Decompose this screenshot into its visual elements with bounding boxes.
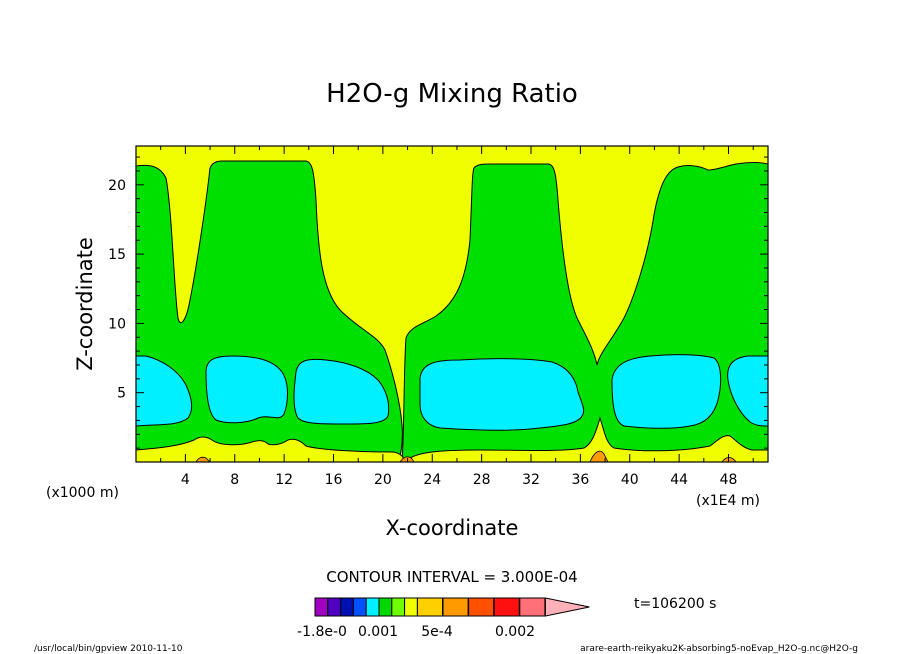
cyan-region-5 (611, 354, 722, 429)
x-tick-label: 36 (571, 472, 589, 488)
x-tick-label: 8 (230, 472, 239, 488)
plot-area (135, 145, 769, 463)
y-tick-label: 10 (108, 316, 126, 332)
x-tick-label: 4 (181, 472, 190, 488)
colorbar-swatch (493, 597, 520, 617)
colorbar-arrow (544, 597, 590, 617)
cyan-region-4 (419, 358, 585, 431)
bottom-strip (135, 436, 407, 463)
colorbar-swatch (391, 597, 406, 617)
colorbar-swatch (442, 597, 469, 617)
cyan-region-3 (293, 358, 390, 425)
y-axis-label: Z-coordinate (73, 237, 97, 371)
colorbar-swatch (416, 597, 443, 617)
colorbar-swatch (378, 597, 393, 617)
cyan-region-2 (205, 355, 288, 424)
colorbar-tick-label: 0.001 (358, 624, 398, 640)
y-tick-label: 20 (108, 178, 126, 194)
y-tick-label: 5 (117, 386, 126, 402)
colorbar-labels: -1.8e-0 0.001 5e-4 0.002 (297, 624, 535, 640)
bottom-strip-right (405, 416, 769, 463)
x-tick-label: 44 (670, 472, 688, 488)
colorbar-swatch (352, 597, 367, 617)
footer-left: /usr/local/bin/gpview 2010-11-10 (34, 644, 183, 654)
x-tick-label: 20 (374, 472, 392, 488)
x-tick-label: 12 (275, 472, 293, 488)
colorbar-swatch (468, 597, 495, 617)
colorbar-swatch (365, 597, 380, 617)
y-unit-note: (x1000 m) (46, 485, 119, 501)
contour-interval-label: CONTOUR INTERVAL = 3.000E-04 (326, 568, 577, 586)
colorbar-tick-label: -1.8e-0 (297, 624, 347, 640)
x-tick-label: 16 (325, 472, 343, 488)
colorbar-swatch (404, 597, 418, 617)
colorbar-swatch (327, 597, 342, 617)
colorbar-swatch (519, 597, 546, 617)
cyan-region-1 (135, 355, 193, 427)
x-unit-note: (x1E4 m) (696, 493, 760, 509)
colorbar-tick-label: 5e-4 (421, 624, 453, 640)
x-tick-label: 24 (423, 472, 441, 488)
plot-frame (135, 145, 769, 463)
chart-title: H2O-g Mixing Ratio (326, 79, 578, 109)
x-tick-label: 40 (621, 472, 639, 488)
colorbar-swatch (314, 597, 329, 617)
x-axis-label: X-coordinate (386, 516, 519, 540)
x-tick-label: 48 (720, 472, 738, 488)
colorbar-tick-label: 0.002 (495, 624, 535, 640)
x-tick-label: 28 (473, 472, 491, 488)
footer-right: arare-earth-reikyaku2K-absorbing5-noEvap… (580, 644, 858, 654)
y-tick-label: 15 (108, 247, 126, 263)
time-label: t=106200 s (634, 596, 716, 612)
x-tick-label: 32 (522, 472, 540, 488)
colorbar-swatch (340, 597, 354, 617)
cyan-region-6 (727, 355, 769, 427)
colorbar (314, 597, 590, 617)
